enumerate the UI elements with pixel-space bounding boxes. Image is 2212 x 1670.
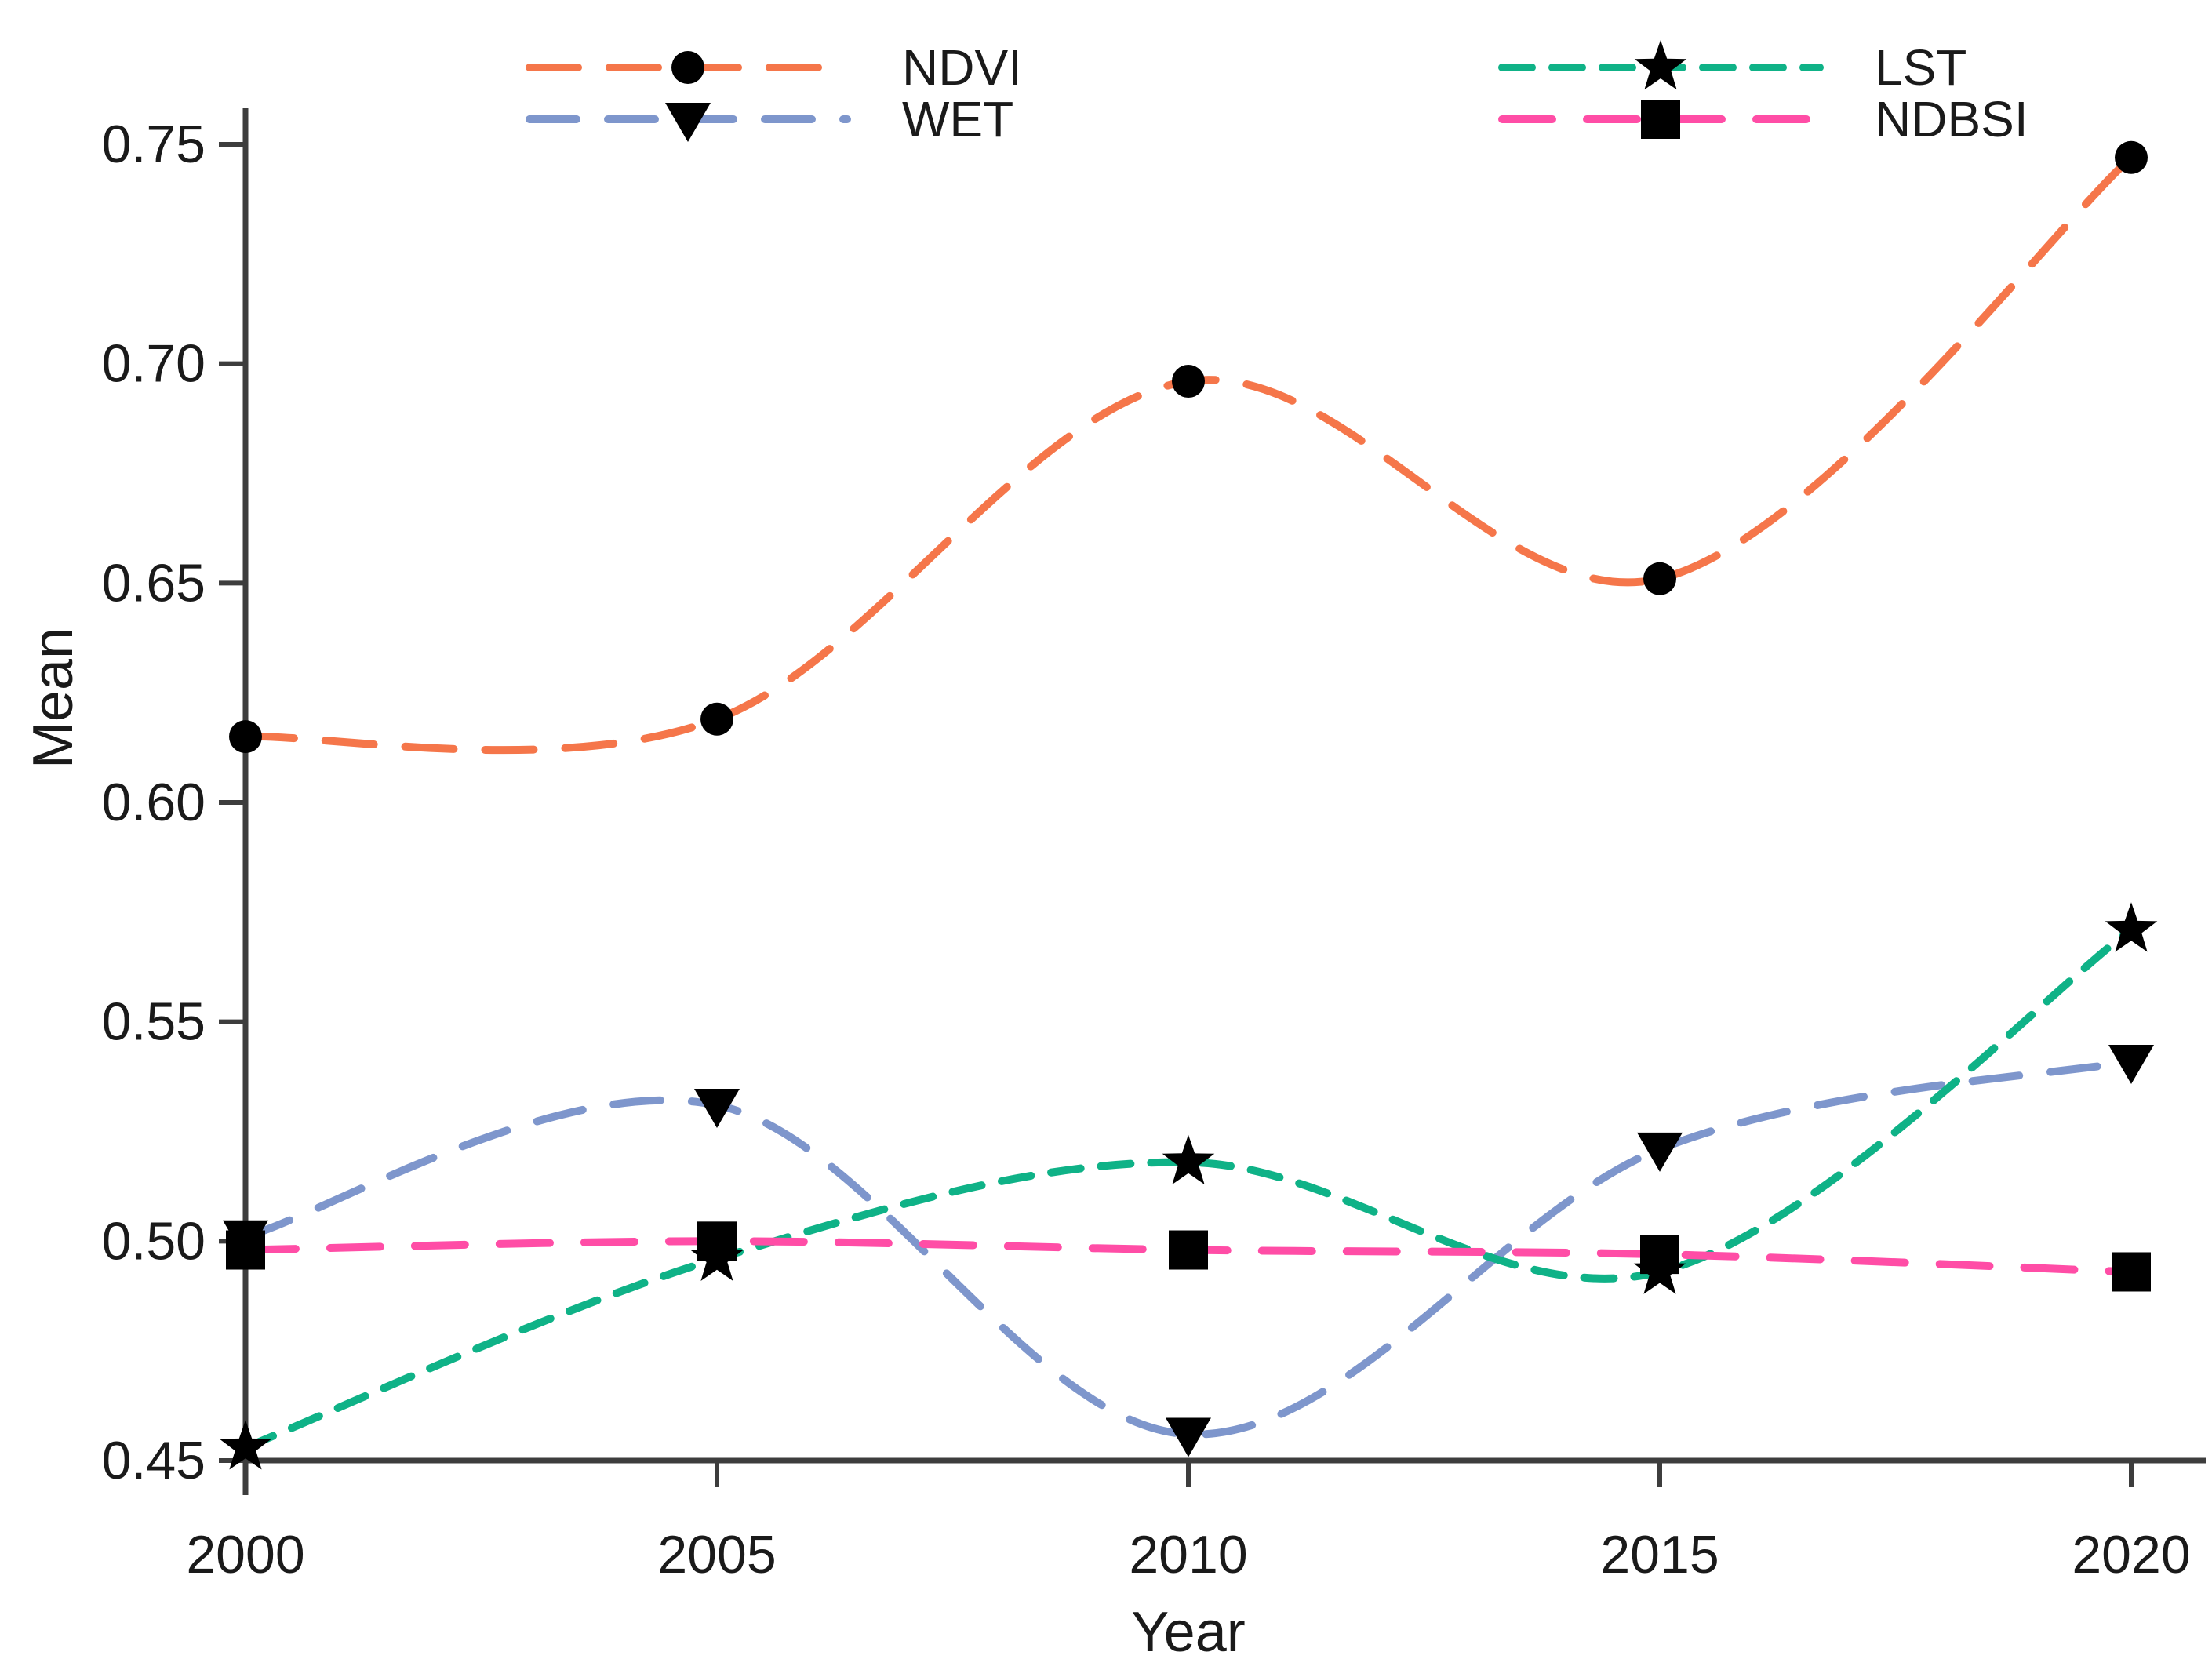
legend-label-lst: LST <box>1875 39 1966 96</box>
marker-square-ndbsi <box>226 1230 265 1270</box>
x-tick-label: 2020 <box>2072 1525 2190 1584</box>
marker-star-lst <box>1162 1134 1215 1184</box>
marker-circle-ndvi <box>2115 140 2148 174</box>
y-tick-label: 0.65 <box>102 553 206 613</box>
marker-square-ndbsi <box>697 1221 737 1261</box>
legend-label-ndvi: NDVI <box>902 39 1022 96</box>
marker-circle-ndvi <box>1643 562 1676 595</box>
legend-marker-ndbsi <box>1641 100 1680 139</box>
y-tick-label: 0.75 <box>102 115 206 174</box>
marker-star-lst <box>2105 902 2158 952</box>
legend-label-wet: WET <box>902 91 1013 147</box>
x-tick-label: 2000 <box>186 1525 304 1584</box>
x-axis-title: Year <box>1131 1601 1245 1664</box>
series-line-lst <box>242 926 2135 1452</box>
y-axis-title: Mean <box>22 628 85 769</box>
marker-triangle-down-wet <box>694 1088 740 1128</box>
legend-marker-ndvi <box>671 51 704 84</box>
marker-circle-ndvi <box>1172 365 1205 398</box>
y-tick-label: 0.50 <box>102 1211 206 1271</box>
y-tick-label: 0.55 <box>102 992 206 1052</box>
marker-square-ndbsi <box>1640 1235 1679 1275</box>
marker-circle-ndvi <box>700 702 733 736</box>
legend-marker-wet <box>665 103 711 142</box>
y-tick-label: 0.45 <box>102 1431 206 1490</box>
x-tick-label: 2005 <box>657 1525 776 1584</box>
legend-label-ndbsi: NDBSI <box>1875 91 2028 147</box>
legend-marker-lst <box>1634 40 1687 90</box>
marker-triangle-down-wet <box>1166 1417 1211 1457</box>
y-tick-label: 0.70 <box>102 334 206 394</box>
series-line-ndvi <box>242 153 2135 755</box>
y-tick-label: 0.60 <box>102 773 206 832</box>
marker-square-ndbsi <box>1169 1230 1208 1270</box>
series-line-wet <box>242 1057 2135 1439</box>
marker-triangle-down-wet <box>2108 1045 2154 1085</box>
marker-triangle-down-wet <box>1637 1132 1683 1172</box>
marker-star-lst <box>219 1420 272 1470</box>
x-tick-label: 2010 <box>1129 1525 1247 1584</box>
marker-square-ndbsi <box>2112 1252 2151 1292</box>
x-tick-label: 2015 <box>1600 1525 1719 1584</box>
marker-circle-ndvi <box>229 720 262 754</box>
